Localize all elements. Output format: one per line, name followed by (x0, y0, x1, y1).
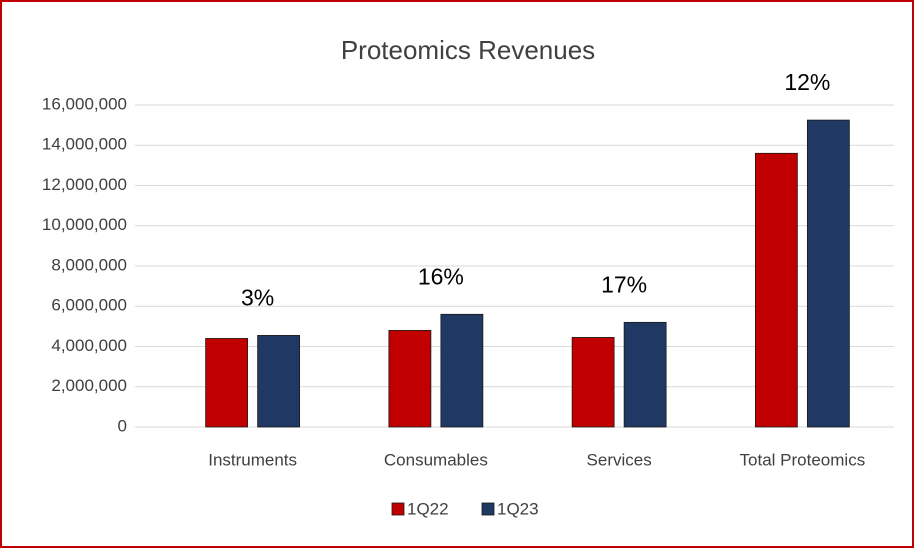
y-tick-label: 12,000,000 (42, 175, 127, 194)
x-tick-label: Instruments (208, 450, 297, 469)
bar (571, 337, 615, 428)
annotation: 3% (241, 285, 274, 311)
legend-label: 1Q22 (407, 499, 449, 518)
y-tick-label: 6,000,000 (51, 296, 127, 315)
x-tick-label: Total Proteomics (740, 450, 866, 469)
annotation: 16% (418, 263, 464, 289)
annotation: 17% (601, 271, 647, 297)
legend-swatch (391, 502, 405, 516)
y-tick-label: 4,000,000 (51, 336, 127, 355)
y-tick-label: 0 (118, 416, 127, 435)
y-tick-label: 16,000,000 (42, 94, 127, 113)
bar (205, 338, 249, 428)
y-tick-label: 8,000,000 (51, 255, 127, 274)
bar (623, 321, 667, 428)
y-tick-label: 2,000,000 (51, 376, 127, 395)
y-tick-label: 10,000,000 (42, 215, 127, 234)
bar (440, 313, 484, 428)
legend-swatch (481, 502, 495, 516)
bar (388, 329, 432, 428)
annotation: 12% (784, 69, 830, 95)
x-tick-label: Consumables (384, 450, 488, 469)
legend-label: 1Q23 (497, 499, 539, 518)
x-tick-label: Services (587, 450, 652, 469)
bar (257, 335, 301, 428)
bar (754, 152, 798, 428)
y-tick-label: 14,000,000 (42, 135, 127, 154)
bar (806, 119, 850, 428)
chart-title: Proteomics Revenues (341, 35, 595, 65)
